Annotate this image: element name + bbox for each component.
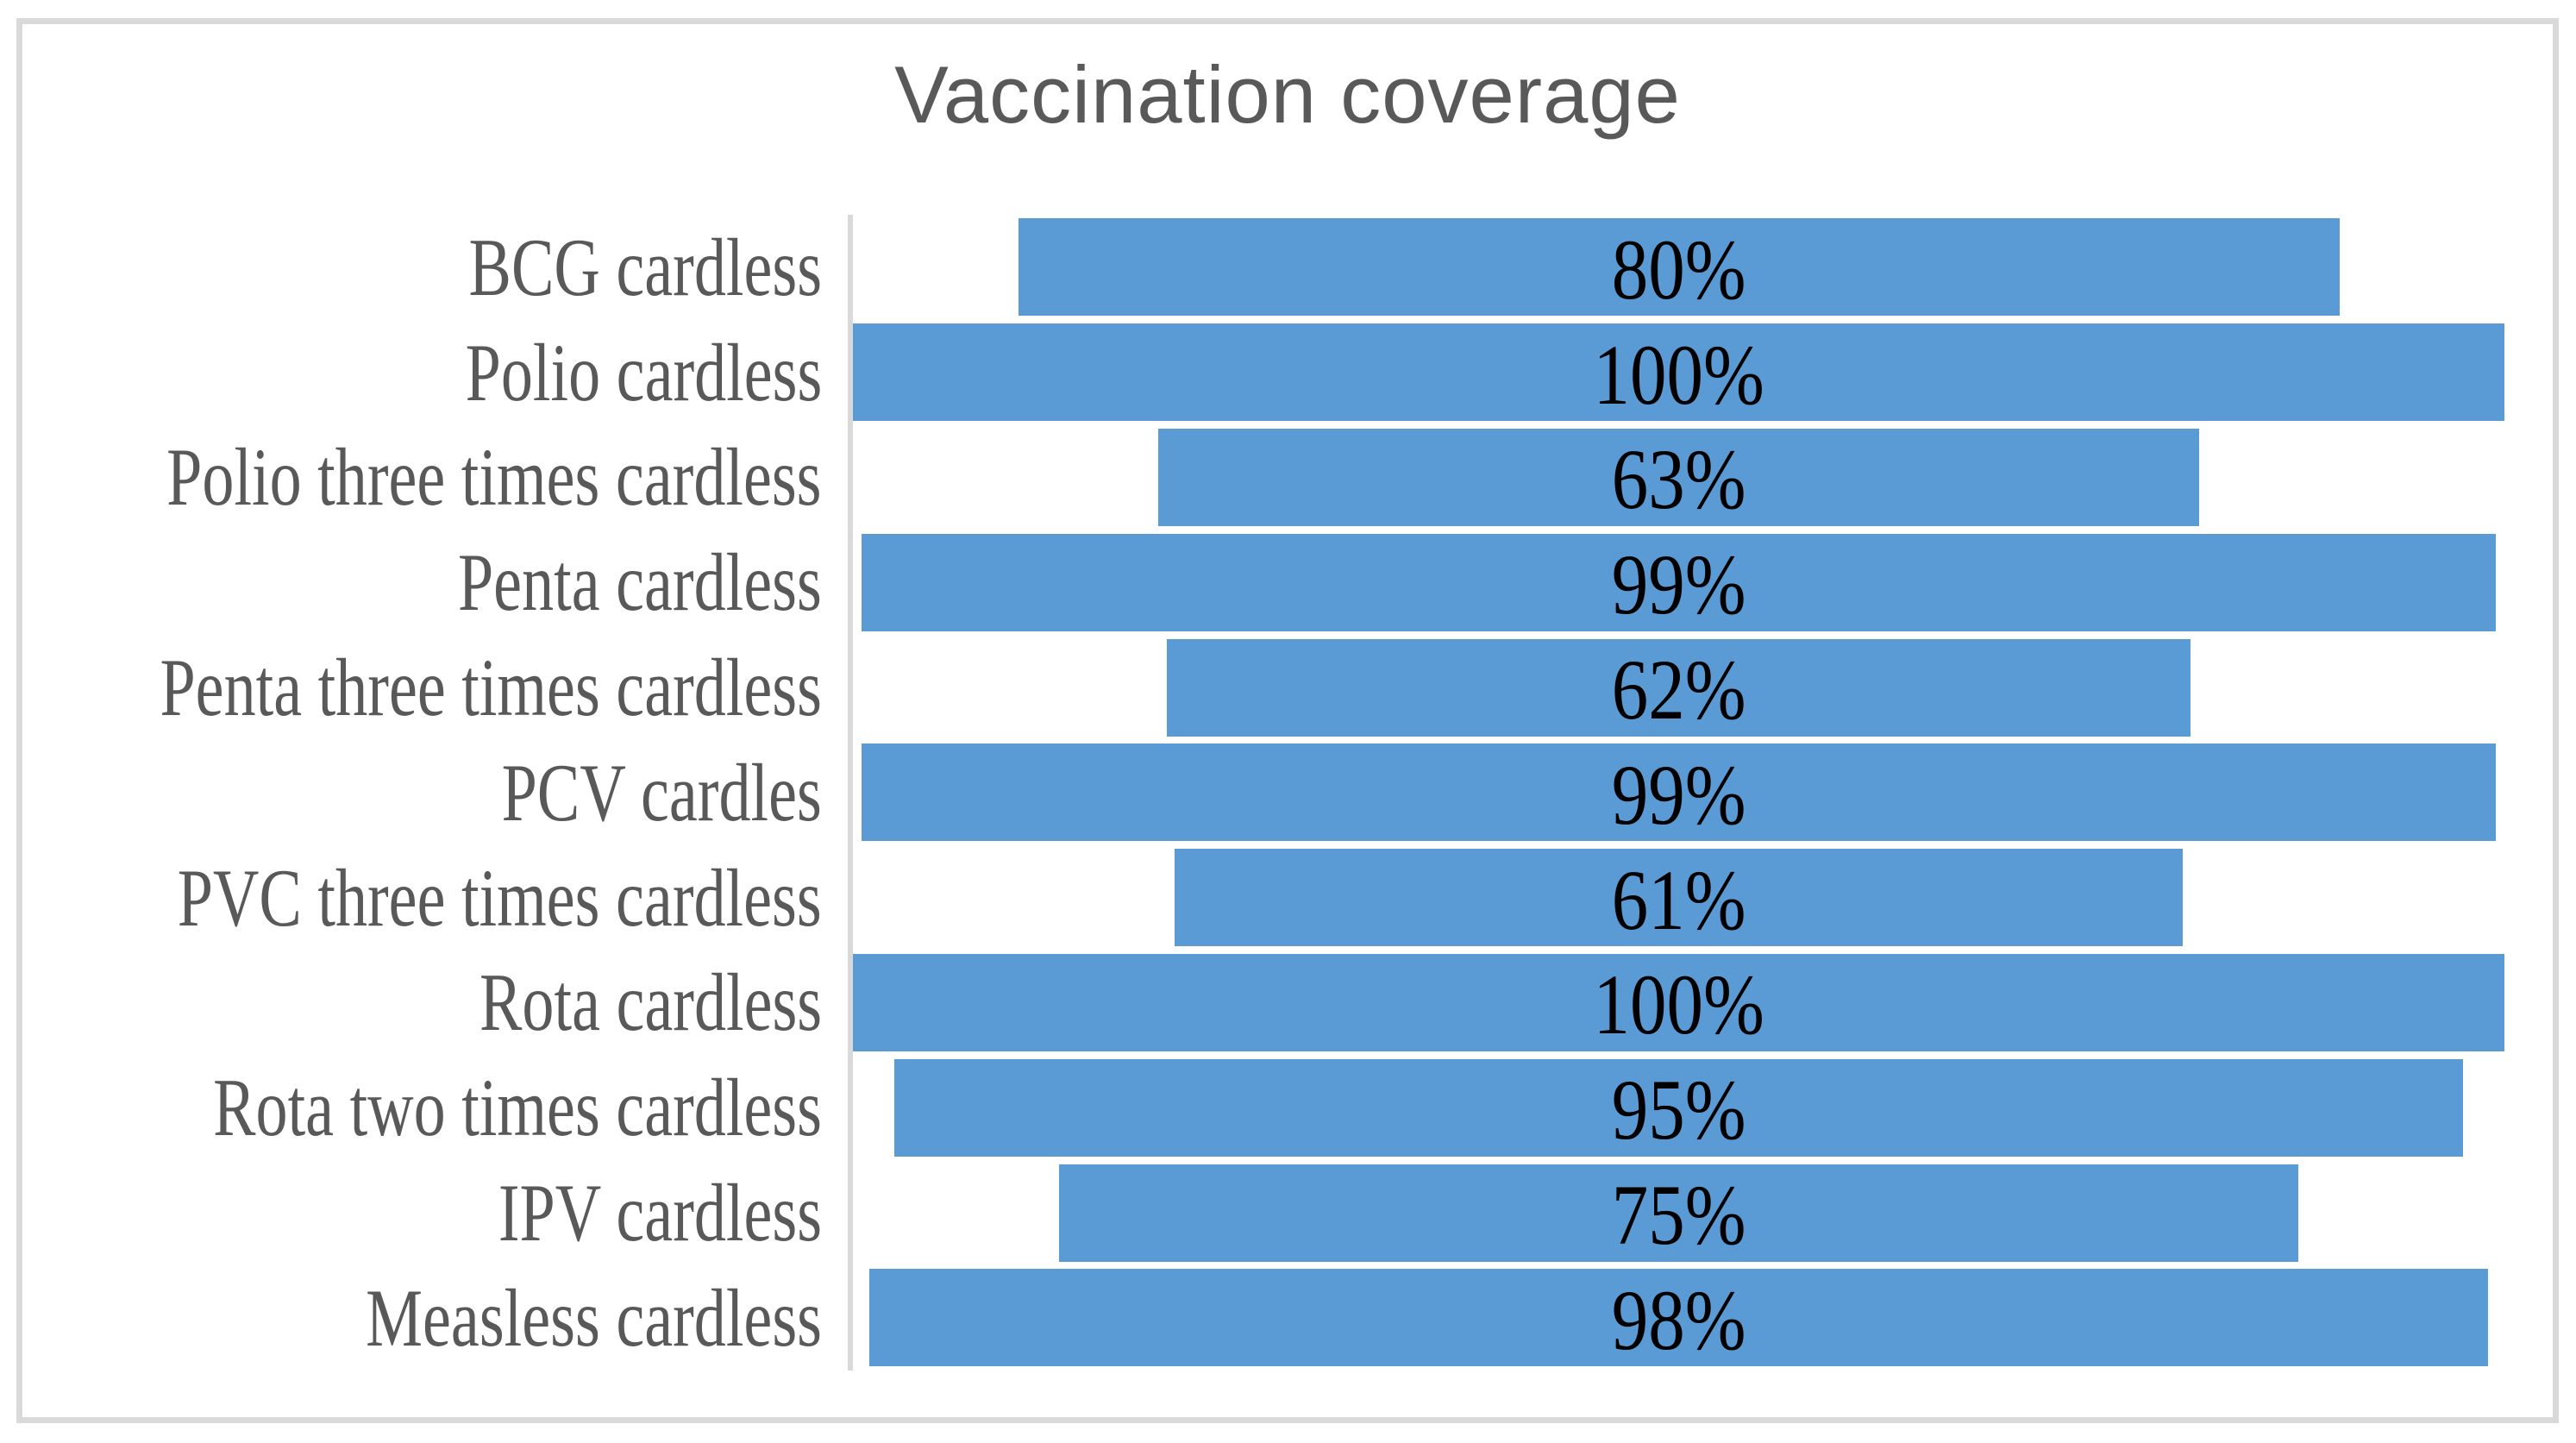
category-axis-line: 61% (848, 844, 2504, 950)
category-label: BCG cardless (22, 215, 848, 320)
chart-row: PCV cardles 99% (22, 739, 2504, 845)
bar-track: 100% (853, 320, 2504, 425)
chart-row: Measless cardless 98% (22, 1264, 2504, 1371)
category-label: Polio three times cardless (22, 425, 848, 530)
category-label-text: Measless cardless (366, 1271, 822, 1364)
category-label-text: Rota cardless (479, 957, 822, 1049)
chart-row: Penta cardless 99% (22, 530, 2504, 636)
category-label: IPV cardless (22, 1160, 848, 1265)
value-label: 95% (1611, 1062, 1746, 1158)
chart-row: Rota cardless 100% (22, 950, 2504, 1056)
category-label-text: Rota two times cardless (213, 1062, 822, 1154)
value-label: 61% (1611, 851, 1746, 948)
category-label: Rota two times cardless (22, 1055, 848, 1160)
value-label: 80% (1611, 221, 1746, 317)
chart-row: Polio three times cardless 63% (22, 424, 2504, 530)
bar-track: 80% (853, 215, 2504, 320)
bar-track: 61% (853, 845, 2504, 950)
bar-track: 62% (853, 635, 2504, 740)
bar: 62% (1166, 638, 2191, 738)
bar: 100% (853, 323, 2504, 423)
chart-frame: Vaccination coverage BCG cardless 80% Po… (16, 18, 2559, 1423)
category-label: Polio cardless (22, 320, 848, 425)
bar: 80% (1018, 218, 2340, 317)
value-label: 75% (1611, 1167, 1746, 1264)
category-label: PCV cardles (22, 740, 848, 845)
category-axis-line: 95% (848, 1055, 2504, 1161)
category-label: PVC three times cardless (22, 845, 848, 950)
chart-row: BCG cardless 80% (22, 215, 2504, 320)
chart-row: Rota two times cardless 95% (22, 1055, 2504, 1161)
bar-track: 75% (853, 1160, 2504, 1265)
category-label-text: IPV cardless (498, 1167, 822, 1259)
category-axis-line: 63% (848, 424, 2504, 530)
bar: 95% (893, 1058, 2464, 1158)
bar: 100% (853, 953, 2504, 1053)
category-axis-line: 99% (848, 739, 2504, 845)
value-label: 62% (1611, 642, 1746, 738)
bar-track: 100% (853, 950, 2504, 1056)
chart-title: Vaccination coverage (894, 49, 1681, 140)
bar-track: 98% (853, 1265, 2504, 1371)
category-label-text: BCG cardless (468, 221, 822, 313)
category-axis-line: 99% (848, 530, 2504, 636)
chart-row: Polio cardless 100% (22, 319, 2504, 425)
value-label: 99% (1611, 536, 1746, 633)
category-axis-line: 75% (848, 1160, 2504, 1265)
bar: 99% (861, 743, 2497, 843)
category-axis-line: 98% (848, 1264, 2504, 1371)
value-label: 99% (1611, 746, 1746, 843)
bar: 98% (869, 1269, 2488, 1368)
bar: 99% (861, 533, 2497, 633)
category-label-text: PCV cardles (501, 746, 822, 838)
chart-row: PVC three times cardless 61% (22, 844, 2504, 950)
value-label: 100% (1593, 326, 1764, 423)
bar: 61% (1175, 849, 2183, 948)
bar: 75% (1059, 1164, 2298, 1264)
category-axis-line: 100% (848, 319, 2504, 425)
chart-row: Penta three times cardless 62% (22, 635, 2504, 740)
category-axis-line: 100% (848, 950, 2504, 1056)
category-label-text: PVC three times cardless (177, 851, 822, 944)
value-label: 63% (1611, 431, 1746, 528)
chart-row: IPV cardless 75% (22, 1160, 2504, 1265)
bar-track: 99% (853, 740, 2504, 845)
category-axis-line: 62% (848, 635, 2504, 740)
category-label-text: Polio three times cardless (166, 431, 822, 524)
bar-track: 63% (853, 425, 2504, 530)
value-label: 100% (1593, 957, 1764, 1053)
plot-area: BCG cardless 80% Polio cardless 100% Pol… (22, 215, 2504, 1371)
category-label: Penta cardless (22, 530, 848, 635)
bar-track: 95% (853, 1055, 2504, 1160)
category-axis-line: 80% (848, 215, 2504, 320)
bar-track: 99% (853, 530, 2504, 635)
category-label: Rota cardless (22, 950, 848, 1056)
category-label-text: Penta cardless (458, 536, 822, 629)
category-label-text: Penta three times cardless (160, 642, 822, 734)
category-label: Penta three times cardless (22, 635, 848, 740)
category-label: Measless cardless (22, 1265, 848, 1371)
value-label: 98% (1611, 1271, 1746, 1368)
category-label-text: Polio cardless (465, 326, 822, 418)
bar: 63% (1158, 428, 2199, 528)
